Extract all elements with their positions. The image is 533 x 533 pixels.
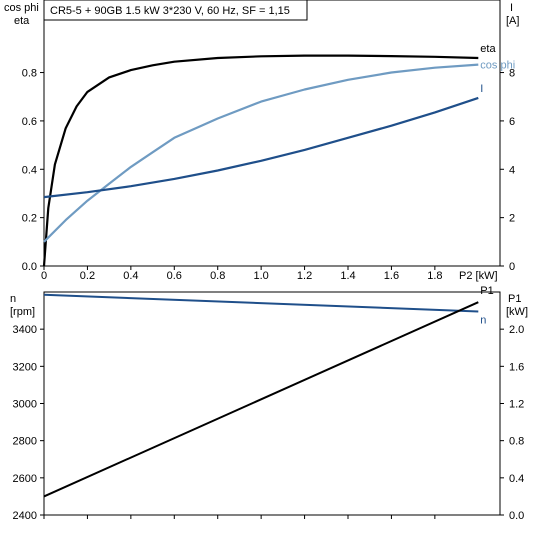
series-line-eta — [42, 54, 479, 267]
bottom-right-ylabel-1: P1 — [508, 293, 521, 305]
bottom-right-y-tick-label: 2.0 — [509, 324, 524, 336]
bottom-plot-frame — [43, 291, 501, 516]
bottom-right-y-tick-label: 1.6 — [509, 361, 524, 373]
chart-title-box — [43, 0, 308, 21]
top-right-y-tick-label: 2 — [509, 213, 515, 225]
top-left-y-tick-label: 0.4 — [22, 164, 37, 176]
bottom-axes-ticks: 2400 2600 2800 3000 3200 3400 0.0 0.4 0.8 1.2 1.6 2… — [13, 324, 525, 522]
bottom-right-y-tick-label: 0.8 — [509, 436, 524, 448]
top-x-tick-label: 0.2 — [80, 270, 95, 282]
bottom-right-y-tick-label: 0.4 — [509, 473, 524, 485]
bottom-series-lines: n P1 — [43, 285, 494, 498]
bottom-left-y-tick-label: 2800 — [13, 436, 37, 448]
series-label-n: n — [480, 315, 486, 327]
bottom-left-y-tick-label: 2600 — [13, 473, 37, 485]
top-right-y-tick-label: 0 — [509, 261, 515, 273]
top-x-tick-label: 1.8 — [427, 270, 442, 282]
top-right-y-tick-label: 6 — [509, 116, 515, 128]
bottom-right-ylabel-2: [kW] — [506, 306, 528, 318]
top-left-ylabel-2: eta — [14, 15, 30, 27]
top-left-y-tick-label: 0.6 — [22, 116, 37, 128]
top-left-y-tick-label: 0.8 — [22, 68, 37, 80]
top-x-tick-label: 0 — [41, 270, 47, 282]
bottom-left-y-tick-label: 2400 — [13, 510, 37, 522]
top-x-tick-label: 0.6 — [167, 270, 182, 282]
top-plot-frame — [43, 0, 501, 267]
top-left-y-tick-label: 0.0 — [22, 261, 37, 273]
series-line-p1 — [43, 301, 479, 498]
top-x-tick-label: 1.6 — [384, 270, 399, 282]
top-axes-ticks: 0 0.2 0.4 0.6 0.8 1.0 1.2 1.4 1.6 1.8 0.0 0.2 0.4 0.6… — [22, 68, 515, 282]
bottom-left-y-tick-label: 3200 — [13, 361, 37, 373]
top-right-ylabel-1: I — [510, 2, 513, 14]
bottom-left-y-tick-label: 3000 — [13, 399, 37, 411]
top-x-tick-label: 1.0 — [253, 270, 268, 282]
top-right-ylabel-2: [A] — [506, 15, 519, 27]
series-label-eta: eta — [480, 43, 496, 55]
top-series-lines: eta cos phi I — [42, 43, 515, 267]
top-right-y-tick-label: 8 — [509, 68, 515, 80]
top-right-y-tick-label: 4 — [509, 164, 515, 176]
top-left-y-tick-label: 0.2 — [22, 213, 37, 225]
bottom-chart: n [rpm] P1 [kW] 2400 2600 2800 3000 3200 3400… — [10, 285, 528, 522]
bottom-left-ylabel-1: n — [10, 293, 16, 305]
top-x-tick-label: 1.4 — [340, 270, 355, 282]
series-line-n — [43, 293, 479, 313]
top-x-tick-label: 1.2 — [297, 270, 312, 282]
x-axis-label: P2 [kW] — [459, 270, 498, 282]
bottom-left-y-tick-label: 3400 — [13, 324, 37, 336]
top-x-tick-label: 0.4 — [123, 270, 138, 282]
series-label-i: I — [480, 83, 483, 95]
series-line-i — [43, 96, 479, 199]
series-line-cos-phi — [43, 63, 479, 243]
top-left-ylabel-1: cos phi — [4, 2, 39, 14]
top-x-tick-label: 0.8 — [210, 270, 225, 282]
bottom-right-y-tick-label: 1.2 — [509, 399, 524, 411]
series-label-p1: P1 — [480, 285, 493, 297]
chart-title: CR5-5 + 90GB 1.5 kW 3*230 V, 60 Hz, SF =… — [50, 5, 290, 17]
bottom-left-ylabel-2: [rpm] — [10, 306, 35, 318]
top-chart: CR5-5 + 90GB 1.5 kW 3*230 V, 60 Hz, SF =… — [4, 0, 519, 282]
series-label-cos-phi: cos phi — [480, 60, 515, 72]
bottom-right-y-tick-label: 0.0 — [509, 510, 524, 522]
